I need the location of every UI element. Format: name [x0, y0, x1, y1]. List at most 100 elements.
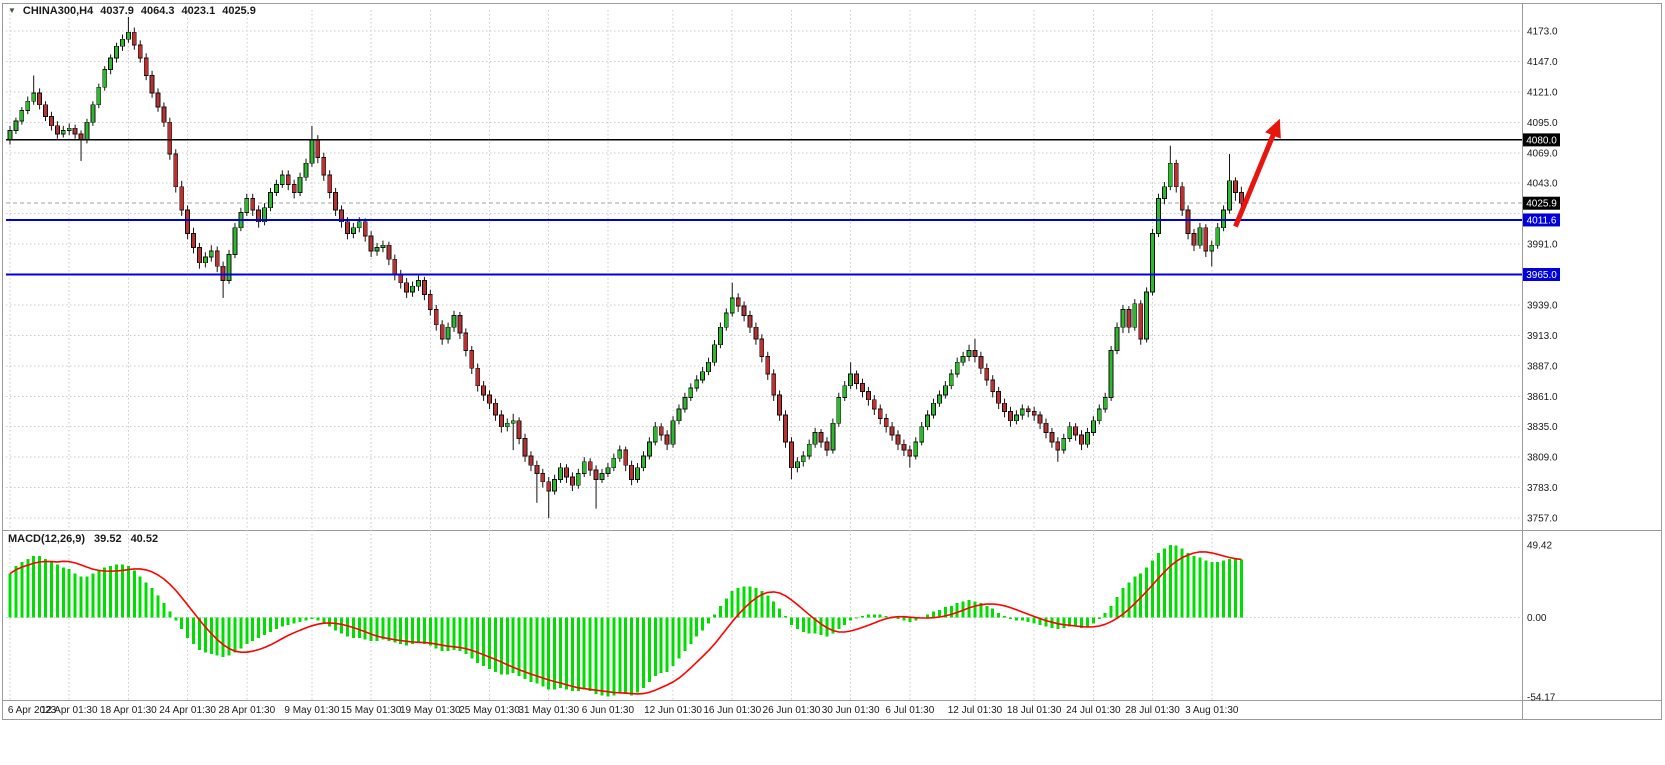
macd-bar	[452, 617, 456, 650]
open-value: 4037.9	[100, 5, 134, 17]
candle-down	[179, 186, 185, 211]
candle-down	[783, 414, 788, 443]
macd-bar	[1097, 617, 1101, 619]
candle-up	[226, 254, 232, 281]
candle-up	[641, 455, 646, 469]
macd-bar	[1186, 552, 1190, 618]
candle-down	[516, 420, 522, 439]
macd-bar	[168, 611, 172, 618]
macd-bar	[120, 564, 124, 618]
macd-bar	[251, 617, 255, 641]
macd-bar	[434, 617, 438, 649]
candle-down	[570, 476, 575, 486]
time-axis-label: 24 Jul 01:30	[1066, 705, 1121, 716]
price-axis-label: 3783.0	[1527, 483, 1558, 494]
macd-bar	[1139, 573, 1143, 618]
macd-bar	[997, 613, 1001, 618]
candle-down	[131, 31, 137, 46]
macd-bar	[186, 617, 190, 639]
macd-bar	[310, 617, 314, 619]
macd-bar	[547, 617, 551, 690]
macd-bar	[1109, 605, 1113, 618]
candle-up	[120, 38, 125, 47]
trend-arrow-head[interactable]	[1265, 118, 1281, 139]
candle-up	[84, 121, 90, 141]
candle-down	[789, 441, 794, 469]
macd-bar	[233, 617, 237, 653]
trend-arrow-shaft[interactable]	[1233, 128, 1278, 228]
macd-bar	[801, 617, 805, 633]
macd-bar	[612, 617, 616, 696]
macd-bar	[1014, 617, 1018, 621]
time-axis-label: 26 Jun 01:30	[763, 705, 821, 716]
macd-bar	[292, 617, 296, 624]
macd-label: MACD(12,26,9)	[8, 533, 86, 545]
price-axis-label: 3809.0	[1527, 453, 1558, 464]
price-axis-label: 3991.0	[1527, 240, 1558, 251]
macd-bar	[505, 617, 509, 675]
current-price-tag	[1523, 196, 1560, 210]
macd-bar	[1020, 617, 1024, 621]
candle-down	[984, 367, 990, 381]
candle-down	[333, 192, 339, 211]
macd-bar	[470, 617, 474, 659]
candle-down	[522, 438, 528, 457]
candle-up	[966, 350, 972, 357]
macd-bar	[126, 566, 130, 618]
candle-down	[658, 426, 664, 436]
candle-up	[232, 227, 238, 256]
candle-up	[800, 455, 806, 463]
macd-bar	[523, 617, 527, 680]
macd-bar	[38, 555, 42, 618]
candle-up	[1197, 227, 1203, 246]
candle-down	[759, 338, 765, 357]
candle-down	[1126, 309, 1132, 328]
candle-up	[262, 207, 267, 223]
macd-bar	[683, 617, 687, 652]
macd-bar	[328, 617, 332, 627]
candle-up	[1019, 408, 1025, 416]
macd-bar	[914, 617, 918, 621]
candle-up	[830, 422, 836, 451]
macd-bar	[1145, 567, 1149, 618]
candle-down	[860, 382, 865, 392]
price-tag-3965.0-text: 3965.0	[1526, 270, 1557, 281]
price-axis-label: 4173.0	[1527, 27, 1558, 38]
candle-up	[694, 379, 700, 389]
candle-up	[688, 387, 694, 398]
macd-bar	[1062, 617, 1066, 628]
macd-bar	[606, 617, 610, 697]
candle-down	[1037, 414, 1043, 424]
candle-up	[1085, 432, 1090, 445]
macd-bar	[215, 617, 219, 656]
candle-up	[7, 130, 13, 141]
macd-bar	[132, 570, 136, 618]
candle-up	[1209, 244, 1215, 252]
candle-down	[664, 434, 670, 445]
candle-up	[451, 315, 457, 328]
candle-up	[836, 397, 842, 424]
one-click-trading-arrow-icon[interactable]: ▼	[8, 6, 16, 15]
candle-up	[126, 31, 131, 40]
candle-down	[498, 414, 504, 428]
macd-bar	[843, 617, 847, 625]
macd-bar	[1091, 617, 1095, 624]
macd-bar	[624, 617, 628, 694]
candle-up	[842, 385, 848, 398]
macd-bar	[115, 564, 119, 618]
macd-bar	[1204, 560, 1208, 618]
candle-down	[901, 443, 907, 451]
macd-bar	[576, 617, 580, 691]
macd-bar	[641, 617, 645, 688]
candle-down	[883, 418, 889, 428]
macd-bar	[440, 617, 444, 652]
macd-bar	[529, 617, 533, 683]
candle-up	[954, 361, 960, 375]
candle-up	[948, 373, 954, 387]
candle-up	[1167, 162, 1173, 188]
macd-bar	[1074, 617, 1078, 627]
candle-up	[712, 344, 717, 363]
macd-bar	[369, 617, 373, 641]
candle-up	[356, 221, 362, 229]
